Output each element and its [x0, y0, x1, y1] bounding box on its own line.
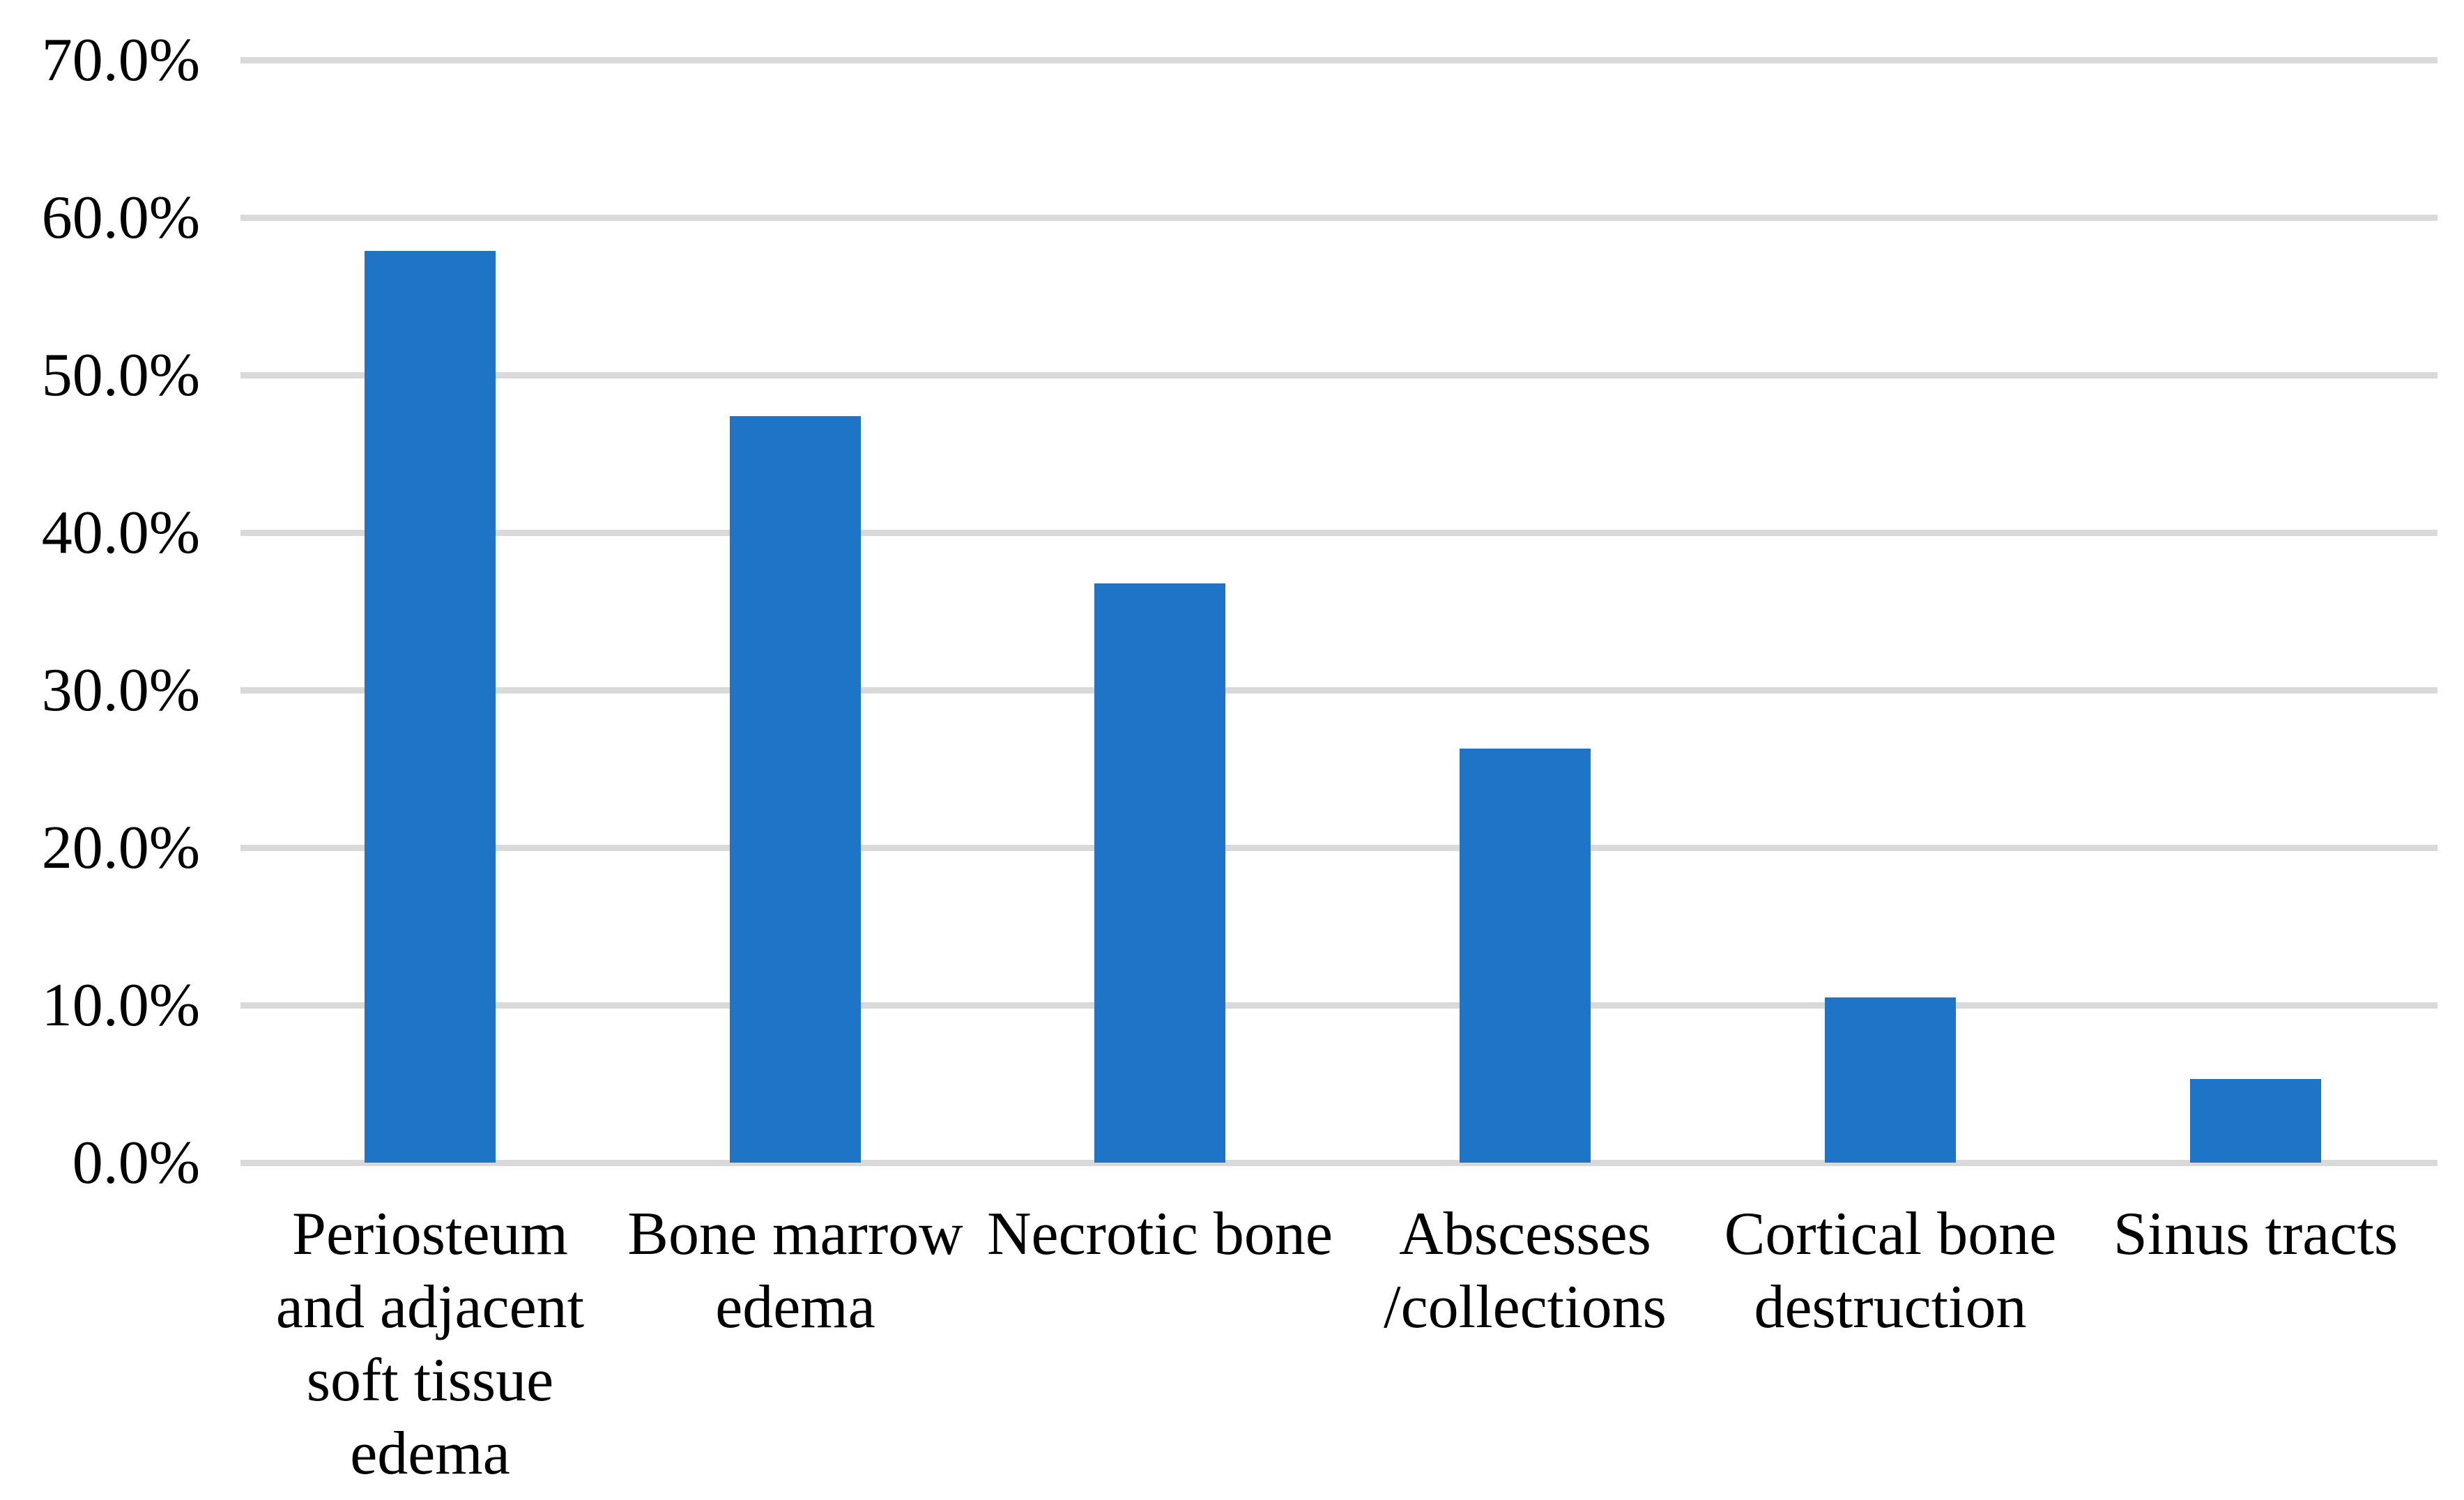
bar-3 — [1460, 749, 1591, 1163]
gridline-0pct — [240, 1159, 2438, 1166]
bar-1 — [730, 416, 861, 1163]
x-category-label-1: Bone marrow edema — [627, 1200, 963, 1341]
gridline-10pct — [240, 1002, 2438, 1009]
bar-4 — [1825, 997, 1956, 1163]
y-tick-label-40pct: 40.0% — [41, 499, 200, 567]
x-category-label-3: Abscesses /collections — [1384, 1200, 1667, 1341]
y-tick-label-30pct: 30.0% — [41, 656, 200, 724]
y-tick-label-20pct: 20.0% — [41, 813, 200, 882]
y-tick-label-70pct: 70.0% — [41, 26, 200, 95]
bar-0 — [365, 251, 496, 1163]
y-tick-label-0pct: 0.0% — [72, 1128, 200, 1197]
gridline-40pct — [240, 530, 2438, 537]
x-category-label-5: Sinus tracts — [2113, 1200, 2398, 1268]
gridline-30pct — [240, 687, 2438, 694]
x-category-label-4: Cortical bone destruction — [1724, 1200, 2057, 1341]
gridline-20pct — [240, 844, 2438, 851]
x-category-label-2: Necrotic bone — [987, 1200, 1333, 1268]
bar-2 — [1094, 583, 1225, 1163]
x-category-label-0: Periosteum and adjacent soft tissue edem… — [275, 1200, 585, 1487]
y-tick-label-60pct: 60.0% — [41, 184, 200, 252]
bar-5 — [2190, 1079, 2321, 1163]
gridline-60pct — [240, 215, 2438, 222]
y-tick-label-50pct: 50.0% — [41, 342, 200, 410]
y-tick-label-10pct: 10.0% — [41, 971, 200, 1039]
gridline-70pct — [240, 57, 2438, 64]
gridline-50pct — [240, 372, 2438, 379]
